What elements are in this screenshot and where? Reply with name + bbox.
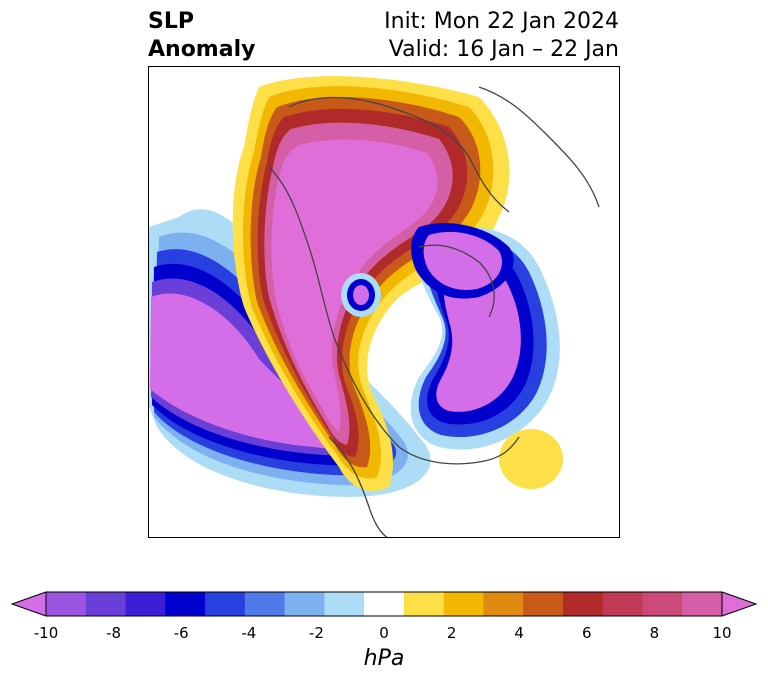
colorbar-tick-label: -4 [241,624,257,642]
colorbar-cell [284,592,325,616]
colorbar-tick-label: -8 [106,624,122,642]
colorbar-ticks: -10 -8 -6 -4 -2 0 2 4 6 8 10 [0,624,768,644]
init-date: Init: Mon 22 Jan 2024 [384,9,619,34]
colorbar-tick-label: 0 [379,624,389,642]
colorbar-cell [205,592,246,616]
colorbar-cell [324,592,365,616]
colorbar-tick-label: -6 [173,624,189,642]
colorbar-cell [125,592,166,616]
colorbar-cell [443,592,484,616]
title-variable: SLP [148,9,194,34]
colorbar-cell [523,592,564,616]
colorbar-cell [165,592,206,616]
colorbar [10,591,758,617]
anomaly-map [149,76,600,537]
colorbar-cell [682,592,723,616]
colorbar-cell [562,592,604,616]
siberian-low-core [353,285,369,305]
valid-range: Valid: 16 Jan – 22 Jan [388,37,619,62]
colorbar-tick-label: -10 [33,624,59,642]
atlantic-high [499,429,563,489]
colorbar-tick-label: 6 [582,624,592,642]
colorbar-min-extension [10,591,47,617]
colorbar-tick-label: 4 [514,624,524,642]
colorbar-cell [364,592,405,616]
colorbar-cell [46,592,87,616]
colorbar-tick-label: 10 [712,624,732,642]
colorbar-cell [602,592,643,616]
map-panel [148,66,620,538]
colorbar-cell [642,592,683,616]
colorbar-tick-label: -2 [308,624,324,642]
map-title-left: SLP Anomaly [148,8,255,64]
title-variable-sub: Anomaly [148,37,256,62]
eurasia-low [411,223,514,299]
colorbar-max-extension [721,591,758,617]
colorbar-cell [403,592,445,616]
colorbar-unit: hPa [363,646,405,671]
colorbar-outline [45,591,723,617]
colorbar-cell [483,592,524,616]
colorbar-cell [244,592,286,616]
colorbar-tick-label: 2 [446,624,457,642]
colorbar-tick-label: 8 [649,624,660,642]
map-title-right: Init: Mon 22 Jan 2024 Valid: 16 Jan – 22… [384,8,619,64]
colorbar-cell [85,592,127,616]
coastlines [268,86,600,537]
